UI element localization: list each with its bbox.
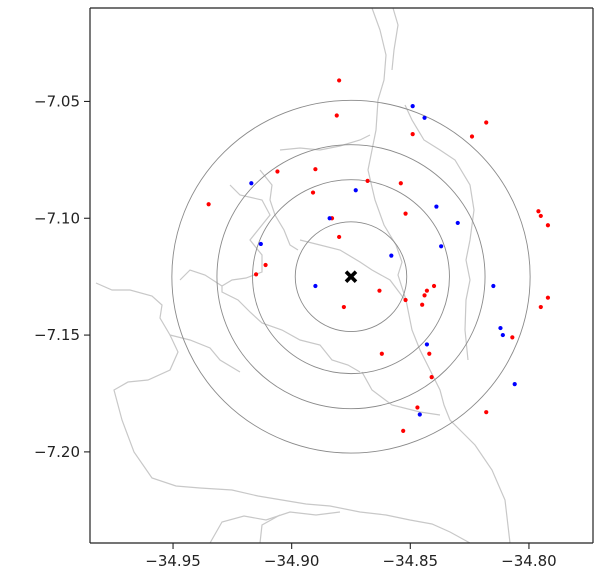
- x-tick-label: −34.90: [264, 552, 320, 570]
- boundary-line: [404, 104, 475, 361]
- red-point: [337, 234, 342, 240]
- red-point: [337, 78, 342, 83]
- blue-point: [512, 382, 517, 387]
- red-point: [403, 211, 408, 216]
- red-point: [403, 297, 408, 303]
- distance-ring-4: [171, 99, 531, 454]
- district-boundaries: [95, 8, 511, 543]
- red-point: [469, 134, 475, 139]
- distance-ring-3: [216, 144, 486, 410]
- red-point: [310, 190, 316, 195]
- blue-point: [389, 253, 394, 258]
- red-point: [538, 304, 543, 310]
- boundary-line: [259, 514, 281, 543]
- boundary-line: [391, 8, 399, 71]
- red-point: [431, 283, 437, 289]
- y-tick-label: −7.20: [34, 443, 80, 461]
- red-point: [253, 272, 259, 277]
- red-point: [341, 304, 346, 310]
- center-marker-group: [344, 270, 358, 283]
- boundary-line: [221, 184, 361, 373]
- y-tick-label: −7.15: [34, 326, 80, 344]
- blue-point: [424, 342, 430, 347]
- red-point: [484, 120, 489, 125]
- boundary-line: [169, 334, 241, 373]
- red-point: [545, 295, 551, 300]
- boundary-line: [367, 8, 511, 543]
- red-point: [510, 335, 515, 340]
- y-tick-label: −7.05: [34, 92, 80, 110]
- red-point: [536, 209, 541, 214]
- plot-area: [95, 8, 551, 543]
- red-point: [365, 178, 370, 183]
- red-point: [379, 351, 384, 356]
- distance-ring-1: [294, 221, 408, 333]
- x-axis-ticks: −34.95 −34.90 −34.85 −34.80: [145, 543, 557, 570]
- boundary-line: [279, 134, 371, 151]
- blue-point: [417, 412, 422, 417]
- red-point: [422, 293, 427, 298]
- blue-point: [439, 244, 444, 249]
- blue-point: [313, 283, 318, 289]
- red-point: [377, 288, 382, 293]
- blue-point: [258, 241, 263, 247]
- boundary-line: [361, 371, 441, 416]
- center-x-marker: [344, 270, 358, 283]
- blue-point: [410, 104, 415, 109]
- red-point: [275, 169, 280, 174]
- y-tick-label: −7.10: [34, 209, 80, 227]
- red-point: [415, 405, 420, 410]
- red-point: [206, 202, 211, 207]
- red-point: [313, 167, 318, 172]
- x-tick-label: −34.80: [501, 552, 557, 570]
- blue-point: [498, 325, 503, 331]
- distance-rings: [171, 99, 531, 454]
- red-point: [398, 181, 403, 186]
- blue-point: [455, 220, 460, 226]
- red-point: [429, 375, 434, 380]
- boundary-line: [199, 487, 471, 543]
- boundary-line: [299, 239, 406, 301]
- blue-point: [491, 283, 496, 289]
- red-point: [401, 428, 406, 433]
- red-point: [545, 223, 551, 228]
- boundary-line: [209, 511, 341, 543]
- blue-point: [422, 115, 427, 120]
- red-point: [424, 288, 430, 293]
- y-axis-ticks: −7.05 −7.10 −7.15 −7.20: [34, 92, 90, 461]
- boundary-line: [95, 282, 201, 489]
- blue-point: [327, 216, 332, 221]
- x-tick-label: −34.95: [145, 552, 201, 570]
- red-point: [263, 262, 268, 268]
- red-point: [427, 351, 432, 356]
- red-point: [420, 302, 425, 307]
- blue-point: [500, 332, 505, 338]
- axes-frame: [89, 7, 594, 544]
- boundary-line: [179, 269, 223, 287]
- red-point: [484, 410, 489, 415]
- blue-point: [434, 204, 439, 209]
- red-point: [410, 132, 415, 137]
- x-tick-label: −34.85: [383, 552, 439, 570]
- blue-point: [249, 181, 254, 186]
- red-point: [334, 113, 339, 118]
- distance-ring-2: [252, 179, 450, 375]
- red-point: [538, 213, 543, 219]
- data-points: [206, 78, 551, 433]
- blue-point: [353, 188, 358, 193]
